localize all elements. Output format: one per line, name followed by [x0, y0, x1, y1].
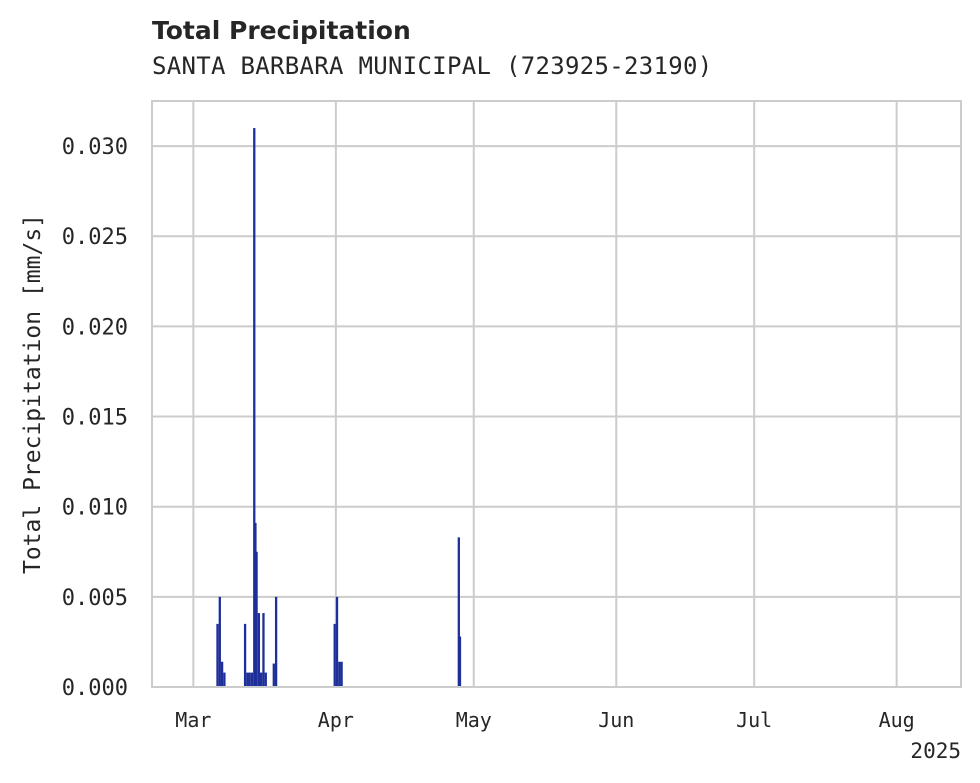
precipitation-bar: [458, 636, 462, 687]
precipitation-bar: [223, 672, 226, 687]
y-tick-label: 0.000: [62, 676, 128, 701]
precipitation-bar: [272, 663, 275, 687]
y-tick-label: 0.015: [62, 406, 128, 431]
x-tick-label: Mar: [175, 708, 211, 732]
precipitation-bar: [220, 661, 224, 687]
grid-lines: [152, 101, 961, 688]
x-tick-label: Jul: [736, 708, 772, 732]
y-tick-label: 0.020: [62, 315, 128, 340]
year-label: 2025: [910, 739, 961, 763]
y-tick-label: 0.010: [62, 496, 128, 521]
precipitation-bar: [253, 128, 256, 688]
precipitation-bar: [335, 596, 339, 687]
precipitation-bar: [243, 623, 247, 687]
x-tick-label: Apr: [318, 708, 354, 732]
x-tick-labels: Mar Apr May Jun Jul Aug: [175, 708, 914, 732]
precipitation-bar: [248, 672, 251, 687]
y-tick-label: 0.030: [62, 135, 128, 160]
chart-subtitle: SANTA BARBARA MUNICIPAL (723925-23190): [152, 52, 713, 80]
y-tick-label: 0.005: [62, 586, 128, 611]
precipitation-bars: [216, 128, 462, 688]
precipitation-bar: [340, 661, 343, 687]
x-tick-label: Jun: [598, 708, 634, 732]
precipitation-bar: [338, 661, 341, 687]
precipitation-bar: [333, 623, 336, 687]
y-axis-label: Total Precipitation [mm/s]: [20, 214, 46, 574]
precipitation-bar: [250, 672, 254, 687]
precipitation-bar: [218, 596, 221, 687]
precipitation-bar: [262, 613, 265, 687]
precipitation-bar: [457, 537, 460, 687]
precipitation-bar: [216, 623, 219, 687]
y-tick-label: 0.025: [62, 225, 128, 250]
chart-title: Total Precipitation: [152, 16, 411, 45]
precipitation-bar: [264, 672, 267, 687]
y-tick-labels: 0.000 0.005 0.010 0.015 0.020 0.025 0.030: [62, 135, 128, 701]
precipitation-bar: [257, 613, 261, 687]
precipitation-bar: [274, 596, 278, 687]
precipitation-bar: [260, 672, 263, 687]
precipitation-bar: [255, 551, 258, 687]
x-tick-label: May: [456, 708, 492, 732]
plot-frame: [151, 100, 962, 688]
precipitation-bar: [246, 672, 249, 687]
x-tick-label: Aug: [879, 708, 915, 732]
